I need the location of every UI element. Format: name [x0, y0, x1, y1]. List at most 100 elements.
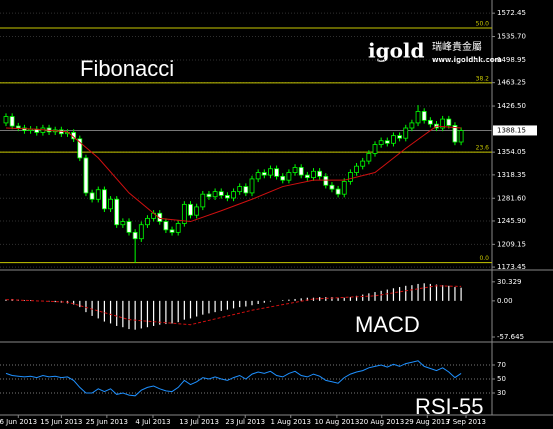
candle-body [403, 127, 409, 139]
candle-body [354, 165, 359, 173]
candle-body [95, 189, 101, 200]
y-tick-label: 50 [497, 375, 506, 383]
y-tick-label: -57.645 [497, 333, 524, 341]
candle-body [108, 198, 113, 210]
candle-body [77, 138, 83, 159]
fib-label: 38.2 [476, 75, 490, 82]
y-tick-label: 30.329 [497, 278, 522, 286]
candle-body [304, 174, 310, 179]
candle-body [384, 140, 390, 144]
candle-body [280, 175, 286, 181]
candle-body [249, 178, 255, 194]
candle-body [274, 168, 280, 177]
candle-body [3, 116, 9, 124]
candle-body [200, 193, 206, 208]
x-tick-label: 25 Jun 2013 [86, 418, 128, 426]
candle-body [292, 167, 298, 173]
rsi-title: RSI-55 [415, 394, 483, 419]
y-tick-label: 30 [497, 389, 506, 397]
y-tick-label: 1535.70 [497, 33, 526, 41]
y-tick-label: 1209.15 [497, 240, 526, 248]
candle-body [206, 193, 212, 198]
candle-body [261, 172, 267, 176]
logo-url: www.igoldhk.com [432, 56, 502, 64]
candle-body [378, 140, 384, 145]
candle-body [157, 212, 163, 222]
x-tick-label: 7 Sep 2013 [446, 418, 486, 426]
candle-body [329, 184, 335, 190]
candle-body [188, 203, 193, 216]
y-tick-label: 1354.05 [497, 148, 526, 156]
candle-body [224, 195, 230, 199]
candle-body [397, 135, 403, 139]
candle-body [366, 153, 372, 162]
y-tick-label: 1318.35 [497, 171, 526, 179]
candle-body [145, 217, 150, 226]
fib-label: 0.0 [479, 255, 489, 262]
y-tick-label: 1281.60 [497, 194, 526, 202]
candle-body [181, 203, 187, 224]
candle-body [163, 221, 169, 231]
x-tick-label: 13 Jul 2013 [179, 418, 219, 426]
candle-body [15, 125, 21, 129]
candle-body [89, 192, 95, 200]
candle-body [138, 224, 144, 240]
rsi-line [5, 360, 462, 397]
candle-body [341, 181, 347, 195]
candle-body [9, 116, 15, 127]
candle-body [286, 172, 292, 181]
candle-body [83, 157, 89, 194]
candle-body [427, 119, 433, 125]
candle-body [218, 191, 224, 196]
candle-body [317, 170, 323, 177]
candle-body [391, 135, 396, 144]
candle-body [169, 229, 175, 233]
fib-label: 50.0 [476, 20, 490, 27]
y-tick-label: 1498.95 [497, 56, 526, 64]
y-tick-label: 1245.90 [497, 217, 526, 225]
x-tick-label: 1 Aug 2013 [271, 418, 311, 426]
x-tick-label: 15 Jun 2013 [40, 418, 82, 426]
candle-body [446, 118, 452, 126]
signal-line [5, 285, 462, 326]
candle-body [120, 221, 126, 226]
candle-body [255, 172, 261, 180]
candle-body [452, 125, 458, 143]
y-tick-label: 1173.45 [497, 263, 526, 271]
candle-body [347, 172, 353, 182]
macd-title: MACD [355, 312, 420, 337]
logo-chinese: 瑞峰貴金屬 [432, 40, 482, 53]
candle-body [231, 191, 236, 199]
chart-title: Fibonacci [80, 56, 174, 81]
candle-body [415, 111, 421, 124]
candle-body [102, 189, 107, 210]
candle-body [372, 144, 378, 154]
candle-body [132, 231, 138, 240]
candle-body [360, 160, 366, 167]
candle-body [409, 122, 415, 129]
candle-body [243, 186, 249, 194]
candle-body [440, 118, 446, 129]
candle-body [194, 206, 200, 216]
ma-line [5, 125, 462, 223]
x-tick-label: 20 Aug 2013 [359, 418, 404, 426]
x-tick-label: 29 Aug 2013 [405, 418, 450, 426]
candle-body [237, 186, 243, 193]
logo-brand: igold [368, 39, 425, 63]
x-tick-label: 4 Jul 2013 [135, 418, 170, 426]
y-tick-label: 70 [497, 361, 506, 369]
candle-body [114, 198, 120, 226]
y-tick-label: 1572.45 [497, 9, 526, 17]
candle-body [268, 168, 273, 176]
candle-body [212, 191, 218, 198]
candle-body [421, 111, 427, 121]
x-tick-label: 6 Jun 2013 [0, 418, 37, 426]
current-price-label: 1388.15 [497, 126, 526, 134]
candle-body [175, 223, 181, 233]
candle-body [323, 175, 329, 186]
y-tick-label: 0.00 [497, 297, 513, 305]
x-tick-label: 10 Aug 2013 [314, 418, 359, 426]
y-tick-label: 1426.50 [497, 102, 526, 110]
candle-body [458, 130, 464, 143]
